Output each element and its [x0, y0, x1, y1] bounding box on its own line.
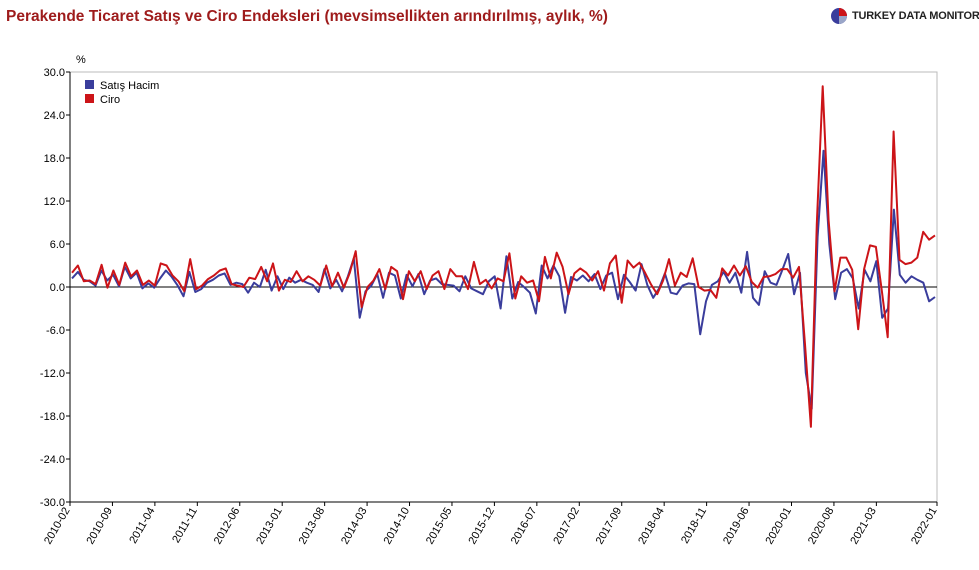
brand-name: TURKEY DATA MONITOR: [852, 10, 979, 22]
pie-logo-icon: [831, 8, 847, 24]
chart-title: Perakende Ticaret Satış ve Ciro Endeksle…: [6, 8, 608, 25]
y-tick-label: 30.0: [44, 67, 65, 79]
series-lines: [71, 85, 936, 428]
y-tick-label: 24.0: [44, 110, 65, 122]
x-tick-label: 2020-08: [806, 506, 837, 547]
series-line-ciro: [71, 85, 936, 428]
x-tick-label: 2014-03: [339, 506, 370, 547]
y-tick-label: 0.0: [50, 282, 65, 294]
x-tick-label: 2014-10: [382, 506, 413, 547]
y-tick-label: -12.0: [40, 368, 65, 380]
y-tick-label: -6.0: [46, 325, 65, 337]
x-tick-label: 2016-07: [509, 506, 540, 547]
legend-swatch-satis: [85, 80, 94, 89]
x-tick-label: 2012-06: [212, 506, 243, 547]
x-tick-label: 2019-06: [721, 506, 752, 547]
y-tick-label: 18.0: [44, 153, 65, 165]
x-tick-label: 2020-01: [764, 506, 795, 547]
x-axis-ticks: 2010-02 2010-09 2011-04 2011-11 2012-06 2013-…: [42, 502, 940, 546]
x-tick-label: 2011-04: [127, 506, 157, 546]
x-tick-label: 2018-11: [679, 506, 709, 546]
x-tick-label: 2010-09: [84, 506, 115, 547]
x-tick-label: 2013-01: [254, 506, 285, 547]
x-tick-label: 2013-08: [297, 506, 328, 547]
chart-legend: Satış Hacim Ciro: [85, 80, 159, 106]
y-tick-label: -18.0: [40, 411, 65, 423]
legend-swatch-ciro: [85, 94, 94, 103]
x-tick-label: 2017-09: [594, 506, 625, 547]
y-tick-label: 6.0: [50, 239, 65, 251]
x-tick-label: 2015-05: [424, 506, 455, 547]
y-tick-label: -30.0: [40, 497, 65, 509]
x-tick-label: 2011-11: [170, 506, 200, 546]
y-axis-label: %: [76, 54, 86, 66]
x-tick-label: 2017-02: [551, 506, 582, 547]
x-tick-label: 2015-12: [466, 506, 497, 547]
y-tick-label: 12.0: [44, 196, 65, 208]
x-tick-label: 2010-02: [42, 506, 73, 547]
brand-logo: TURKEY DATA MONITOR: [830, 5, 979, 27]
legend-label-ciro: Ciro: [100, 94, 120, 106]
y-axis-ticks: 30.0 24.0 18.0 12.0 6.0 0.0 -6.0 -12.0 -18.0 -24.…: [40, 67, 70, 509]
x-tick-label: 2022-01: [909, 506, 940, 547]
legend-label-satis: Satış Hacim: [100, 80, 159, 92]
y-tick-label: -24.0: [40, 454, 65, 466]
x-tick-label: 2021-03: [848, 506, 879, 547]
x-tick-label: 2018-04: [636, 506, 667, 547]
